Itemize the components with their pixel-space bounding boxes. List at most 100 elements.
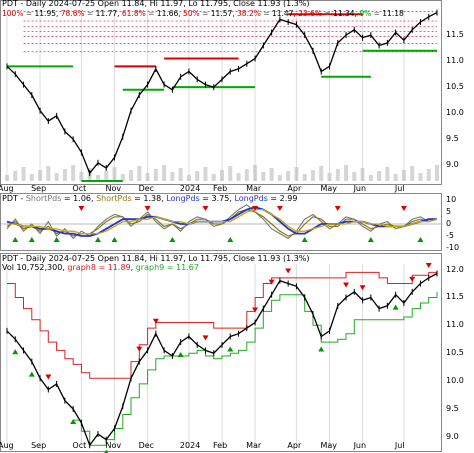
oscillator-panel-svg (1, 204, 443, 242)
volume-bar (220, 170, 224, 181)
price-x-tick: 2024 (179, 184, 201, 193)
signal-arrow-up (392, 304, 399, 310)
oscillator-title-part: = 1.06, (61, 194, 97, 203)
fib-value-label: 11.47, (271, 9, 299, 18)
volume-bar (153, 169, 158, 181)
oscillator-panel (0, 193, 443, 251)
volume-bar (319, 166, 324, 181)
fib-percent-label: 38.2% (237, 9, 261, 18)
price-x-tick: Mar (246, 184, 262, 193)
volume-bar (170, 172, 175, 181)
stop-panel-title: PDT - Daily 2024-07-25 Open 11.84, Hi 11… (2, 254, 310, 263)
signal-arrow-down (425, 262, 432, 268)
fib-value-label: 11.77, (95, 9, 122, 18)
fib-separator: = (84, 9, 96, 18)
volume-bar (410, 166, 415, 181)
volume-bar (360, 168, 365, 181)
volume-bar (46, 166, 51, 181)
stop-x-tick: Oct (72, 441, 87, 450)
graph8-label: graph8 = 11.89 (67, 263, 131, 272)
price-y-tick: 9.5 (446, 134, 459, 144)
signal-arrow-down (78, 206, 85, 211)
fib-value-label: 11.57, (210, 9, 238, 18)
price-x-tick: Feb (213, 184, 228, 193)
signal-arrow-down (152, 318, 159, 324)
price-y-tick: 10.5 (446, 82, 464, 92)
stop-y-tick: 10.5 (446, 348, 464, 358)
oscillator-title-part: = 2.99 (267, 194, 298, 203)
volume-bar (335, 169, 340, 181)
volume-bar (178, 168, 183, 181)
volume-bar (344, 165, 349, 181)
graph9-line (73, 291, 438, 446)
oscillator-title-part: LongPds (234, 194, 268, 203)
oscillator-y-tick: -10 (446, 243, 460, 252)
signal-arrow-down (400, 206, 407, 211)
volume-bar (368, 175, 373, 181)
stop-x-tick: Nov (105, 441, 122, 450)
price-x-tick: Oct (72, 184, 87, 193)
price-panel (0, 0, 442, 185)
signal-arrow-down (268, 279, 275, 285)
signal-arrow-down (202, 206, 209, 211)
stop-x-tick: 2024 (179, 441, 201, 450)
volume-bar (13, 171, 18, 181)
volume-bar (228, 166, 233, 181)
oscillator-title-part: LongPds (166, 194, 200, 203)
volume-bar (435, 165, 439, 181)
oscillator-title-part: PDT - (2, 194, 26, 203)
volume-bar (327, 173, 332, 181)
oscillator-y-tick: 0 (446, 219, 452, 228)
stop-x-tick: Dec (138, 441, 155, 450)
oscillator-title: PDT - ShortPds = 1.06, ShortPds = 1.38, … (2, 194, 297, 203)
volume-bar (203, 167, 208, 181)
price-y-tick: 9.0 (446, 160, 459, 170)
stop-x-tick: Jul (394, 441, 405, 450)
stop-x-tick: May (320, 441, 338, 450)
volume-bar (261, 172, 266, 181)
stop-x-tick: Aug (0, 441, 14, 450)
fib-value-label: 11.95, (34, 9, 61, 18)
volume-bar (162, 165, 167, 181)
price-x-tick: Nov (105, 184, 122, 193)
price-x-tick: Dec (138, 184, 155, 193)
stop-x-tick: Jun (353, 441, 367, 450)
price-x-tick: Jun (353, 184, 367, 193)
volume-bar (95, 175, 100, 181)
volume-bar (253, 165, 258, 181)
fib-separator: = (322, 9, 334, 18)
volume-bar (393, 174, 398, 181)
signal-arrow-down (45, 374, 52, 380)
volume-label: Vol 10,752,300 (2, 263, 63, 272)
stop-x-tick: Sep (31, 441, 47, 450)
stop-y-tick: 10.0 (446, 376, 464, 386)
volume-bar (104, 171, 109, 181)
oscillator-series-3 (7, 208, 438, 235)
signal-arrow-up (367, 237, 374, 242)
stop-y-tick: 11.5 (446, 292, 464, 302)
oscillator-y-tick: 10 (446, 195, 457, 204)
stop-x-tick: Mar (246, 441, 262, 450)
price-x-tick: Jul (394, 184, 405, 193)
volume-bar (29, 174, 34, 181)
stop-x-tick: Feb (213, 441, 228, 450)
signal-arrow-up (177, 352, 184, 358)
oscillator-y-tick: 5 (446, 207, 452, 216)
volume-bar (310, 170, 315, 181)
volume-bar (244, 169, 249, 181)
fib-percent-label: 61.8% (121, 9, 146, 18)
signal-arrow-down (144, 206, 151, 211)
volume-bar (79, 172, 84, 181)
volume-bar (129, 170, 134, 181)
price-x-tick: May (320, 184, 338, 193)
fib-separator: = (260, 9, 272, 18)
fib-percent-label: 23.6% (298, 9, 322, 18)
volume-bar (352, 172, 357, 181)
fib-separator: = (23, 9, 35, 18)
graph9-label: graph9 = 11.67 (135, 263, 199, 272)
oscillator-title-part: = 1.38, (131, 194, 167, 203)
price-x-tick: Aug (0, 184, 14, 193)
graph8-line (7, 271, 437, 379)
signal-arrow-down (409, 276, 416, 282)
volume-bar (385, 167, 390, 181)
